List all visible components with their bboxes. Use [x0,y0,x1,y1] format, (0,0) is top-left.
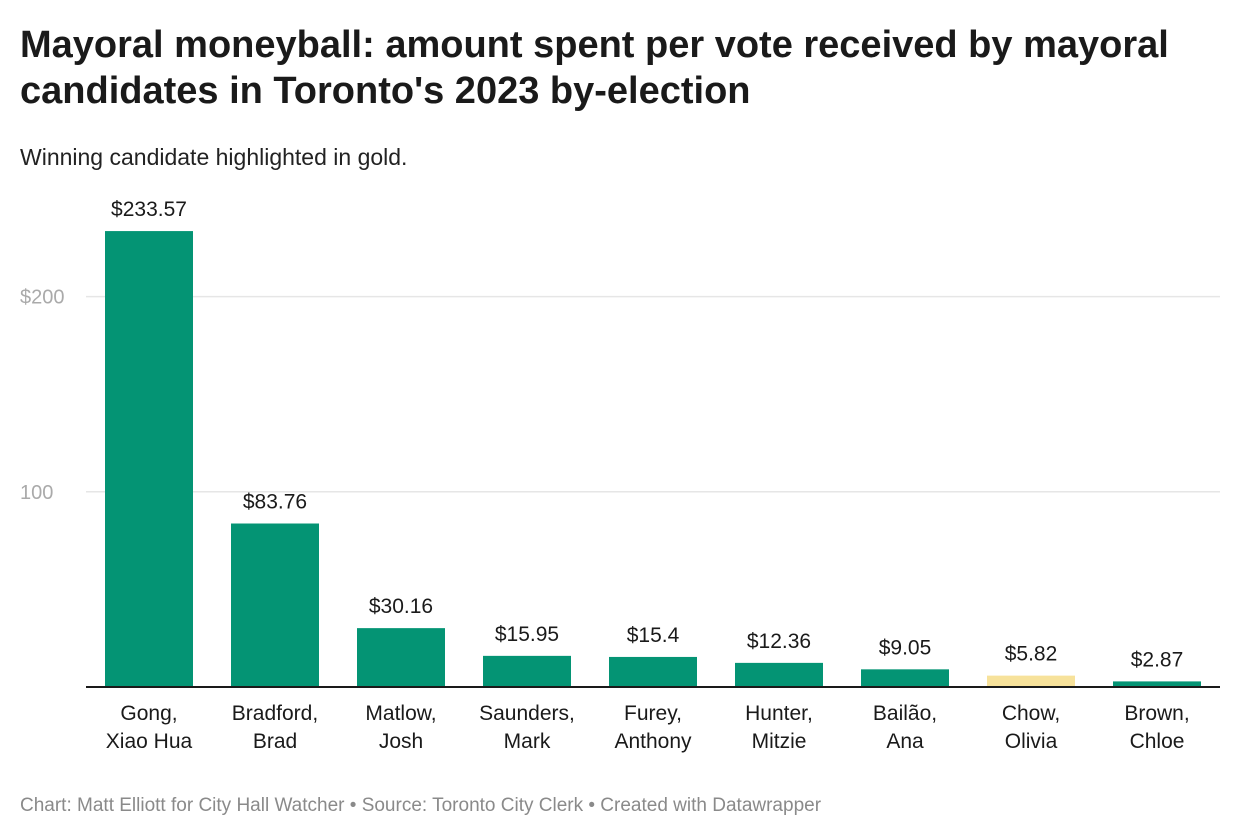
value-label: $9.05 [879,636,932,659]
bar [609,656,697,687]
category-label: Chow, [1002,702,1060,725]
value-label: $15.95 [495,623,559,646]
category-label: Matlow, [365,702,436,725]
value-label: $5.82 [1005,643,1058,666]
category-label: Bradford, [232,702,318,725]
y-tick-label: $200 [20,287,65,309]
category-label: Saunders, [479,702,575,725]
bar [357,628,445,687]
category-label: Hunter, [745,702,813,725]
labels: 100 $200 $233.57 Gong, Xiao Hua $83.76 Bradfor… [20,198,1190,753]
category-label: Chloe [1130,730,1185,753]
chart-title: Mayoral moneyball: amount spent per vote… [20,24,1169,112]
bar [987,675,1075,687]
category-label: Brown, [1124,702,1189,725]
value-label: $12.36 [747,630,811,653]
category-label: Brad [253,730,297,753]
value-label: $15.4 [627,624,680,647]
category-label: Olivia [1005,730,1058,753]
bar [735,662,823,687]
category-label: Furey, [624,702,682,725]
category-label: Josh [379,730,423,753]
bar [1113,681,1201,687]
bar [483,655,571,687]
category-label: Mitzie [752,730,807,753]
category-label: Anthony [614,730,692,753]
bar [105,231,193,688]
category-label: Bailão, [873,702,937,725]
value-label: $30.16 [369,595,433,618]
value-label: $2.87 [1131,648,1184,671]
category-label: Ana [886,730,924,753]
bar [231,523,319,687]
bars [86,231,1220,688]
value-label: $233.57 [111,198,187,221]
y-tick-label: 100 [20,482,53,504]
bar [861,669,949,687]
chart-subtitle: Winning candidate highlighted in gold. [20,144,408,170]
chart-footer: Chart: Matt Elliott for City Hall Watche… [20,795,822,816]
category-label: Xiao Hua [106,730,193,753]
gridlines [86,295,1220,493]
value-label: $83.76 [243,491,307,514]
category-label: Gong, [120,702,177,725]
category-label: Mark [504,730,551,753]
